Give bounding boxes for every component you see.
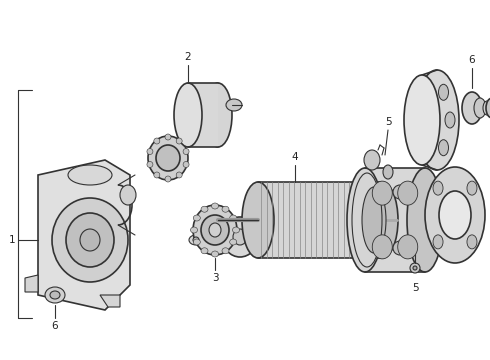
Ellipse shape bbox=[362, 187, 386, 253]
Ellipse shape bbox=[230, 215, 237, 221]
Ellipse shape bbox=[174, 83, 202, 147]
Ellipse shape bbox=[415, 70, 459, 170]
Text: 4: 4 bbox=[292, 152, 298, 162]
Ellipse shape bbox=[383, 165, 393, 179]
Text: 6: 6 bbox=[469, 55, 475, 65]
Ellipse shape bbox=[226, 99, 242, 111]
Ellipse shape bbox=[204, 83, 232, 147]
Ellipse shape bbox=[425, 167, 485, 263]
Ellipse shape bbox=[233, 229, 247, 245]
Circle shape bbox=[393, 241, 407, 255]
Ellipse shape bbox=[398, 181, 418, 205]
Ellipse shape bbox=[201, 206, 208, 212]
Ellipse shape bbox=[242, 182, 274, 258]
Ellipse shape bbox=[467, 235, 477, 249]
Ellipse shape bbox=[147, 162, 153, 167]
Ellipse shape bbox=[232, 227, 240, 233]
Ellipse shape bbox=[176, 138, 182, 144]
Text: 5: 5 bbox=[385, 117, 392, 127]
Bar bbox=[365, 168, 425, 272]
Ellipse shape bbox=[193, 205, 237, 255]
Ellipse shape bbox=[212, 203, 219, 209]
Ellipse shape bbox=[154, 172, 160, 178]
Ellipse shape bbox=[347, 168, 383, 272]
Ellipse shape bbox=[176, 172, 182, 178]
Ellipse shape bbox=[474, 98, 486, 118]
Text: 5: 5 bbox=[412, 283, 418, 293]
Text: 3: 3 bbox=[212, 273, 219, 283]
Text: 1: 1 bbox=[8, 235, 15, 245]
Polygon shape bbox=[38, 160, 130, 310]
Text: 6: 6 bbox=[51, 321, 58, 331]
Ellipse shape bbox=[445, 112, 455, 128]
Bar bbox=[188, 83, 218, 147]
Ellipse shape bbox=[483, 101, 490, 115]
Ellipse shape bbox=[222, 248, 229, 254]
Ellipse shape bbox=[230, 239, 237, 245]
Ellipse shape bbox=[165, 176, 171, 182]
Polygon shape bbox=[100, 295, 120, 307]
Bar bbox=[258, 182, 382, 258]
Ellipse shape bbox=[66, 213, 114, 267]
Ellipse shape bbox=[120, 185, 136, 205]
Ellipse shape bbox=[209, 223, 221, 237]
Ellipse shape bbox=[154, 138, 160, 144]
Ellipse shape bbox=[50, 291, 60, 299]
Ellipse shape bbox=[191, 227, 197, 233]
Ellipse shape bbox=[201, 248, 208, 254]
Ellipse shape bbox=[222, 206, 229, 212]
Ellipse shape bbox=[212, 251, 219, 257]
Ellipse shape bbox=[398, 235, 418, 259]
Ellipse shape bbox=[439, 84, 448, 100]
Ellipse shape bbox=[147, 149, 153, 154]
Ellipse shape bbox=[433, 235, 443, 249]
Ellipse shape bbox=[68, 165, 112, 185]
Ellipse shape bbox=[486, 98, 490, 118]
Ellipse shape bbox=[189, 235, 203, 245]
Ellipse shape bbox=[364, 150, 380, 170]
Polygon shape bbox=[25, 275, 38, 292]
Ellipse shape bbox=[52, 198, 128, 282]
Ellipse shape bbox=[193, 237, 199, 243]
Ellipse shape bbox=[439, 140, 448, 156]
Ellipse shape bbox=[467, 181, 477, 195]
Ellipse shape bbox=[372, 181, 392, 205]
Ellipse shape bbox=[80, 229, 100, 251]
Ellipse shape bbox=[439, 191, 471, 239]
Ellipse shape bbox=[433, 181, 443, 195]
Text: 2: 2 bbox=[185, 52, 191, 62]
Ellipse shape bbox=[462, 92, 482, 124]
Ellipse shape bbox=[148, 136, 188, 180]
Ellipse shape bbox=[194, 215, 200, 221]
Ellipse shape bbox=[222, 217, 258, 257]
Circle shape bbox=[413, 266, 417, 270]
Ellipse shape bbox=[404, 75, 440, 165]
Ellipse shape bbox=[194, 239, 200, 245]
Ellipse shape bbox=[183, 149, 189, 154]
Ellipse shape bbox=[407, 168, 443, 272]
Ellipse shape bbox=[372, 235, 392, 259]
Ellipse shape bbox=[201, 215, 229, 245]
Ellipse shape bbox=[366, 182, 398, 258]
Ellipse shape bbox=[45, 287, 65, 303]
Ellipse shape bbox=[183, 162, 189, 167]
Ellipse shape bbox=[156, 145, 180, 171]
Ellipse shape bbox=[165, 134, 171, 140]
Circle shape bbox=[410, 263, 420, 273]
Circle shape bbox=[393, 185, 407, 199]
